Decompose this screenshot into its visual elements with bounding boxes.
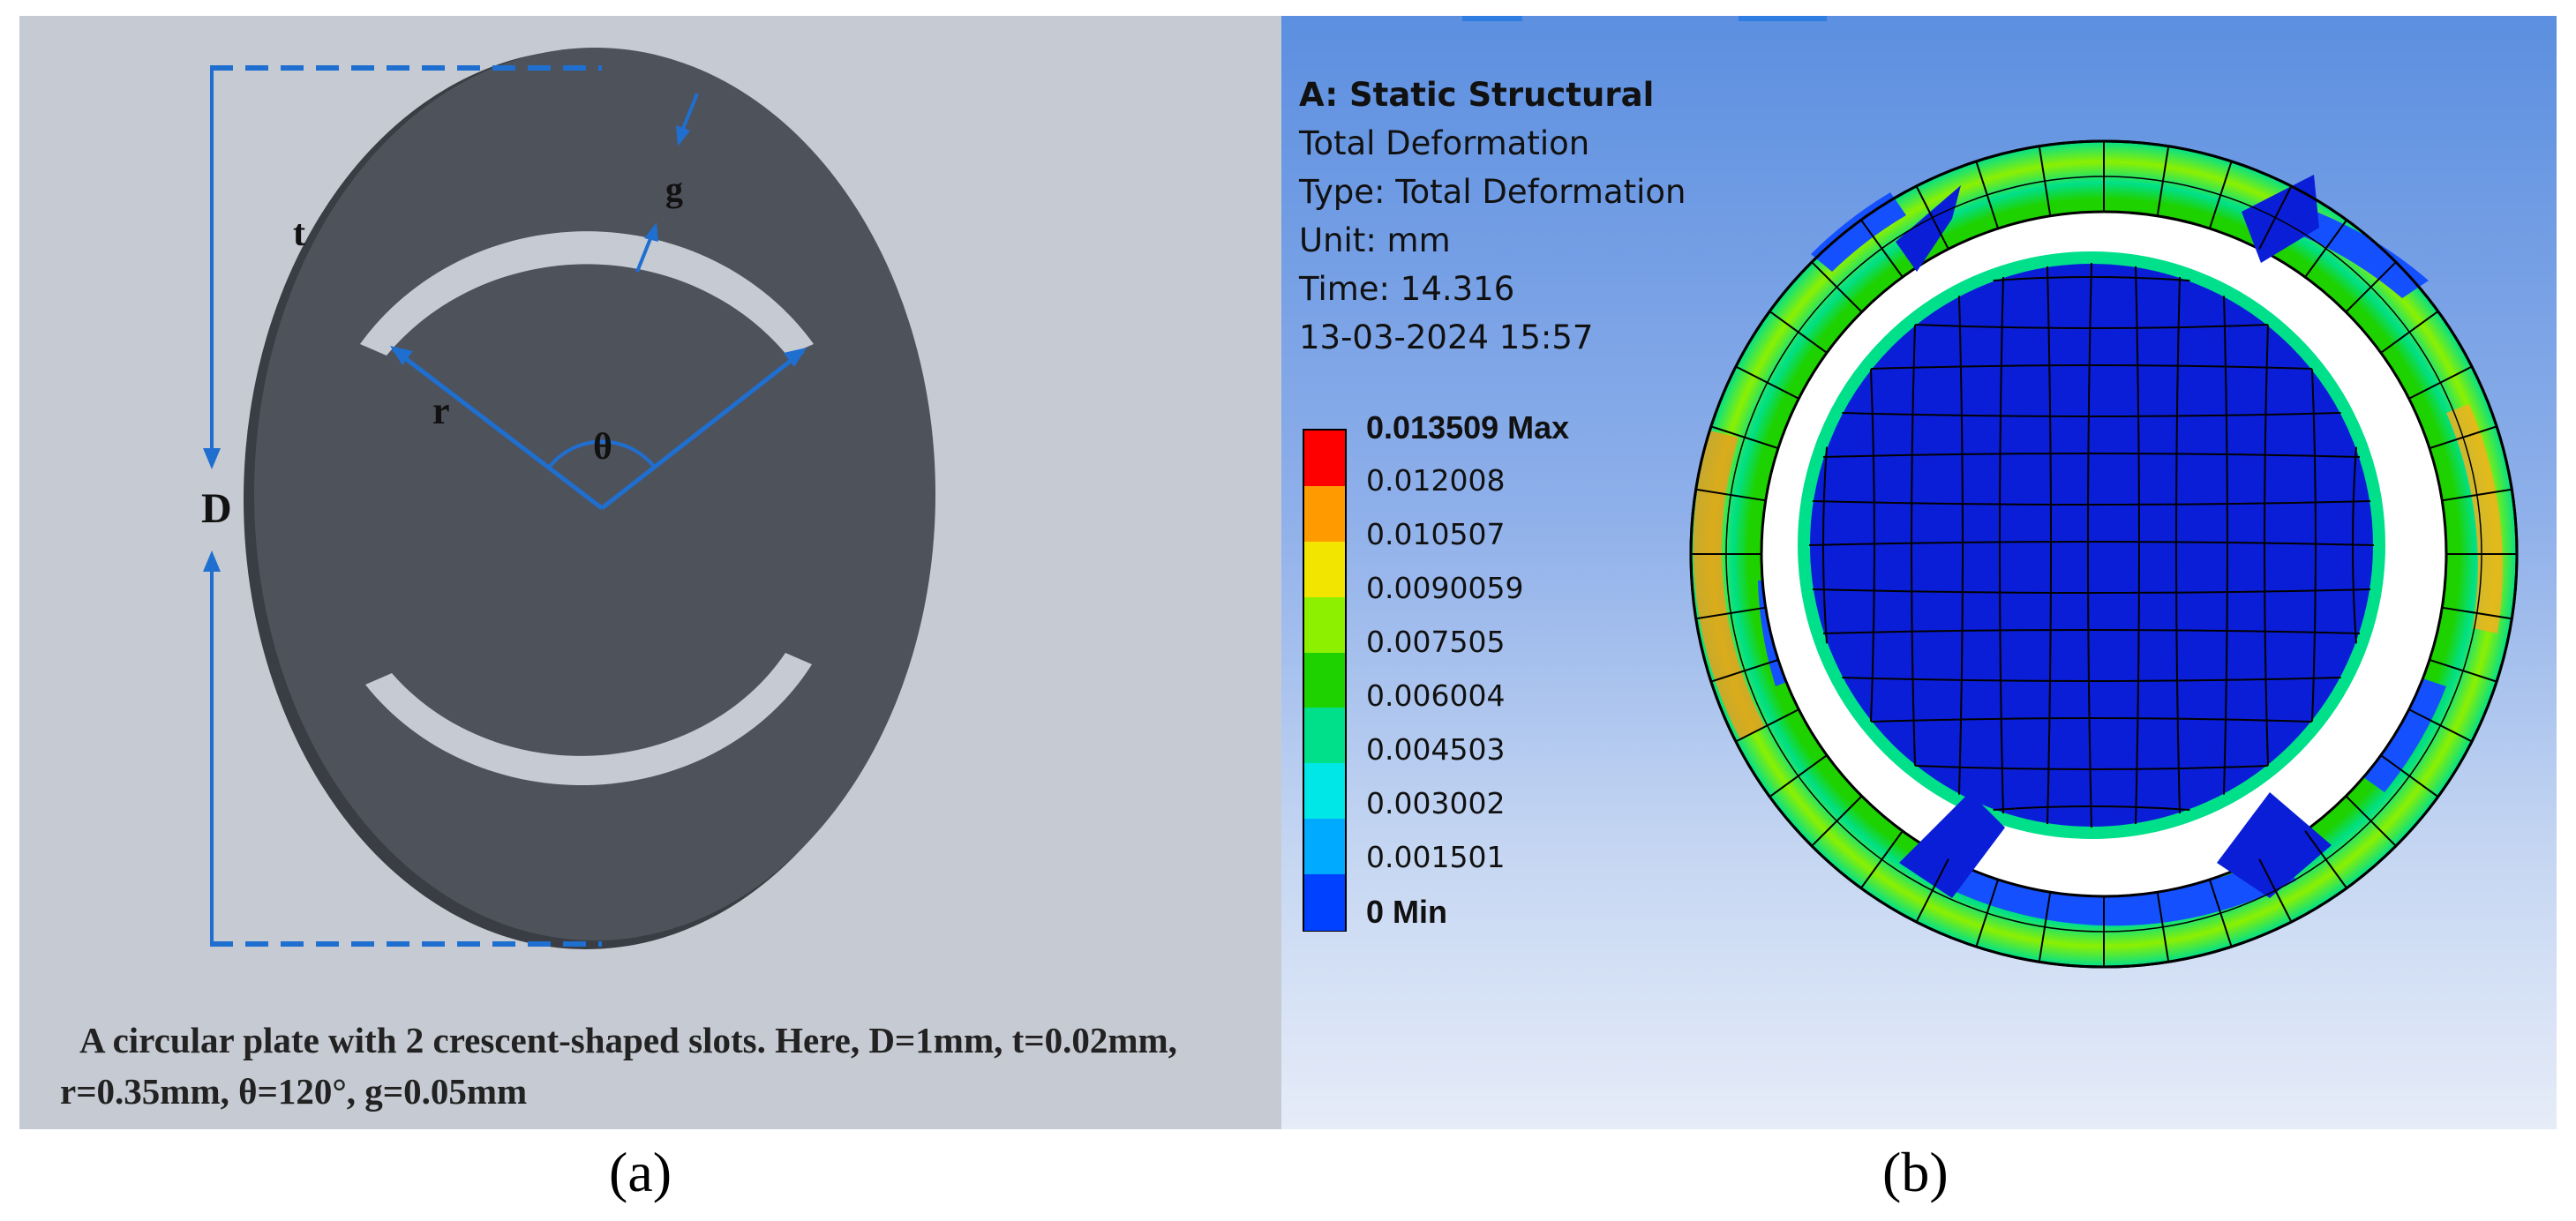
legend-color-cell bbox=[1304, 431, 1345, 487]
legend-label: 0 Min bbox=[1366, 894, 1448, 930]
g-arrow-top bbox=[681, 93, 699, 130]
legend-color-cell bbox=[1304, 485, 1345, 543]
label-theta: θ bbox=[593, 427, 612, 468]
legend-label: 0.012008 bbox=[1366, 463, 1506, 498]
mesh-horizontal bbox=[1812, 588, 2371, 594]
sublabel-a: (a) bbox=[609, 1141, 672, 1203]
mesh-horizontal bbox=[1812, 500, 2371, 506]
legend-label: 0.013509 Max bbox=[1366, 409, 1570, 446]
mesh-vertical bbox=[2311, 369, 2317, 722]
toolbar-tab-indicator bbox=[1739, 16, 1827, 21]
plate-face bbox=[254, 48, 935, 940]
mesh-vertical bbox=[2135, 266, 2140, 825]
legend-label: 0.0090059 bbox=[1366, 571, 1524, 605]
mesh-horizontal bbox=[1822, 629, 2360, 634]
mesh-vertical bbox=[2087, 262, 2092, 828]
info-line: Time: 14.316 bbox=[1299, 270, 1515, 308]
mesh-horizontal bbox=[1842, 412, 2341, 417]
mesh-lines bbox=[1691, 141, 2517, 967]
bridge-bottom-left bbox=[1899, 792, 2005, 898]
lower-crescent-slot bbox=[365, 653, 812, 786]
info-line: Total Deformation bbox=[1299, 124, 1590, 162]
legend-color-cell bbox=[1304, 596, 1345, 654]
panel-a-geometry: D t g r θ A circular plate with 2 cresce… bbox=[19, 16, 1281, 1129]
ring-blue-patch bbox=[1917, 845, 2296, 926]
d-arrowhead-up bbox=[203, 551, 221, 572]
result-info: A: Static Structural Total Deformation T… bbox=[1299, 71, 1686, 362]
legend-label: 0.003002 bbox=[1366, 786, 1506, 820]
mesh-horizontal bbox=[1842, 677, 2341, 682]
d-arrowhead-down bbox=[203, 448, 221, 469]
hotspot-left bbox=[1693, 431, 1765, 739]
legend-label: 0.004503 bbox=[1366, 732, 1506, 767]
label-g: g bbox=[665, 169, 683, 209]
g-arrowhead-top bbox=[676, 125, 690, 146]
radius-arrowhead-left bbox=[390, 346, 413, 365]
mesh-vertical bbox=[2264, 325, 2269, 766]
radius-arrowhead-right bbox=[784, 348, 807, 367]
legend-label: 0.006004 bbox=[1366, 678, 1506, 713]
g-arrowhead-bottom bbox=[644, 222, 658, 242]
g-arrow-bottom bbox=[635, 236, 653, 273]
legend-color-cell bbox=[1304, 541, 1345, 598]
legend-color-cell bbox=[1304, 708, 1345, 765]
mesh-vertical bbox=[1958, 296, 1964, 795]
bridge-top-right bbox=[2242, 175, 2319, 263]
mesh-horizontal bbox=[1915, 765, 2268, 770]
mesh-horizontal bbox=[1993, 276, 2190, 281]
label-D: D bbox=[201, 485, 232, 532]
inner-disk bbox=[1798, 251, 2385, 839]
figure-caption: A circular plate with 2 crescent-shaped … bbox=[60, 1015, 1281, 1117]
mesh-horizontal bbox=[1871, 717, 2312, 723]
mesh-vertical bbox=[2047, 266, 2052, 825]
upper-crescent-slot bbox=[360, 231, 814, 356]
legend-color-cell bbox=[1304, 874, 1345, 931]
legend-color-cell bbox=[1304, 819, 1345, 876]
info-line: 13-03-2024 15:57 bbox=[1299, 318, 1594, 356]
mesh-ring bbox=[1725, 176, 2482, 933]
info-line: Unit: mm bbox=[1299, 221, 1451, 259]
color-legend-bar bbox=[1303, 429, 1347, 932]
analysis-title: A: Static Structural bbox=[1299, 76, 1655, 114]
label-r: r bbox=[432, 389, 450, 432]
bridge-bottom-right bbox=[2217, 792, 2332, 898]
mesh-horizontal bbox=[1915, 324, 2268, 329]
radius-line-right bbox=[600, 349, 805, 510]
caption-line-1: A circular plate with 2 crescent-shaped … bbox=[79, 1020, 1177, 1060]
mesh-horizontal bbox=[1871, 364, 2312, 370]
bridge-top-left bbox=[1896, 185, 1961, 272]
sublabel-b: (b) bbox=[1882, 1141, 1949, 1203]
info-line: Type: Total Deformation bbox=[1299, 173, 1686, 211]
outer-boundary bbox=[1689, 139, 2519, 969]
plate-drawing: D t g r θ bbox=[201, 48, 935, 949]
mesh-vertical bbox=[1870, 369, 1875, 722]
ring-blue-patch bbox=[1811, 192, 1906, 272]
toolbar-tab-indicator bbox=[1462, 16, 1522, 21]
legend-color-cell bbox=[1304, 652, 1345, 709]
mesh-vertical bbox=[1911, 325, 1916, 766]
legend-label: 0.010507 bbox=[1366, 517, 1506, 551]
panel-b-deformation-result: A: Static Structural Total Deformation T… bbox=[1281, 16, 2557, 1129]
caption-line-2: r=0.35mm, θ=120°, g=0.05mm bbox=[60, 1071, 528, 1112]
legend-label: 0.007505 bbox=[1366, 625, 1506, 659]
legend-color-cell bbox=[1304, 763, 1345, 820]
mesh-vertical bbox=[2223, 296, 2228, 795]
mesh-vertical bbox=[1999, 276, 2004, 814]
mesh-vertical bbox=[2175, 276, 2181, 814]
hotspot-right bbox=[2446, 404, 2504, 633]
deformation-contour-plot bbox=[1689, 139, 2519, 969]
ring-blue-patch bbox=[2360, 678, 2446, 792]
theta-arc bbox=[547, 439, 657, 469]
mesh-horizontal bbox=[1808, 541, 2375, 546]
radius-line-left bbox=[392, 348, 604, 510]
legend-label: 0.001501 bbox=[1366, 840, 1506, 874]
mesh-horizontal bbox=[1993, 805, 2190, 811]
label-t: t bbox=[293, 213, 305, 254]
mesh-horizontal bbox=[1822, 453, 2360, 458]
